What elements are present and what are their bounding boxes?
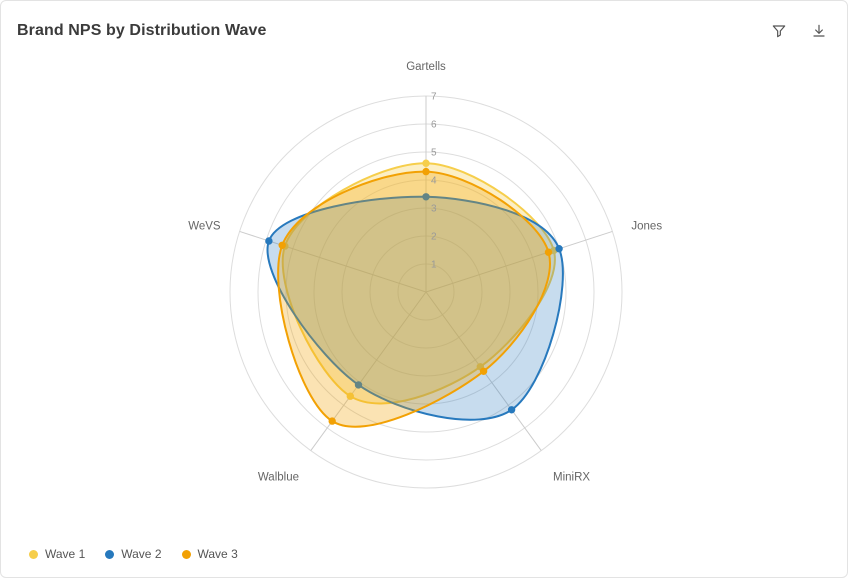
series-area-wave-3 [277, 170, 551, 428]
axis-label-jones: Jones [631, 220, 662, 232]
tick-label: 6 [431, 120, 437, 131]
download-icon[interactable] [809, 21, 829, 41]
legend-label-wave-2: Wave 2 [121, 547, 162, 561]
legend-item-wave-3[interactable]: Wave 3 [181, 547, 238, 561]
series-marker-wave-1 [346, 392, 354, 400]
tick-label: 3 [431, 204, 437, 215]
axis-spoke [310, 291, 427, 451]
chart-legend: Wave 1 Wave 2 Wave 3 [29, 547, 238, 561]
series-marker-wave-2 [507, 406, 516, 414]
axis-label-minirx: MiniRX [553, 472, 590, 484]
series-marker-wave-2 [555, 245, 563, 253]
radar-chart-svg: 1 2 3 4 5 6 7 Gartells Jones MiniRX Walblue WeVS [188, 61, 662, 489]
axis-label-walblue: Walblue [258, 472, 299, 484]
card-header: Brand NPS by Distribution Wave [1, 1, 847, 47]
legend-item-wave-2[interactable]: Wave 2 [105, 547, 162, 561]
legend-dot-wave-1 [29, 549, 38, 559]
header-actions [769, 21, 829, 41]
legend-label-wave-1: Wave 1 [45, 547, 86, 561]
series-marker-wave-1 [422, 159, 430, 167]
axis-spoke [425, 230, 613, 293]
tick-label: 2 [431, 232, 437, 243]
series-marker-wave-3 [278, 241, 286, 250]
radar-chart: 1 2 3 4 5 6 7 Gartells Jones MiniRX Walblue WeVS [1, 45, 847, 517]
axis-label-gartells: Gartells [406, 61, 446, 73]
tick-label: 7 [431, 92, 437, 103]
series-marker-wave-3 [544, 248, 553, 256]
legend-item-wave-1[interactable]: Wave 1 [29, 547, 85, 561]
series-marker-wave-3 [328, 417, 336, 425]
series-marker-wave-2 [354, 381, 363, 389]
series-area-wave-1 [281, 162, 556, 405]
filter-icon[interactable] [769, 21, 789, 41]
tick-label: 4 [431, 176, 437, 187]
legend-label-wave-3: Wave 3 [197, 547, 238, 561]
series-marker-wave-3 [479, 367, 488, 375]
axis-label-wevs: WeVS [188, 220, 221, 232]
series-marker-wave-2 [265, 237, 273, 245]
legend-dot-wave-2 [105, 549, 115, 559]
legend-dot-wave-3 [181, 549, 191, 559]
series-marker-wave-3 [422, 167, 430, 176]
tick-label: 1 [431, 260, 437, 271]
page-title: Brand NPS by Distribution Wave [17, 22, 267, 39]
series-area-wave-2 [266, 195, 564, 421]
tick-label: 5 [431, 148, 437, 159]
series-marker-wave-2 [422, 193, 430, 201]
